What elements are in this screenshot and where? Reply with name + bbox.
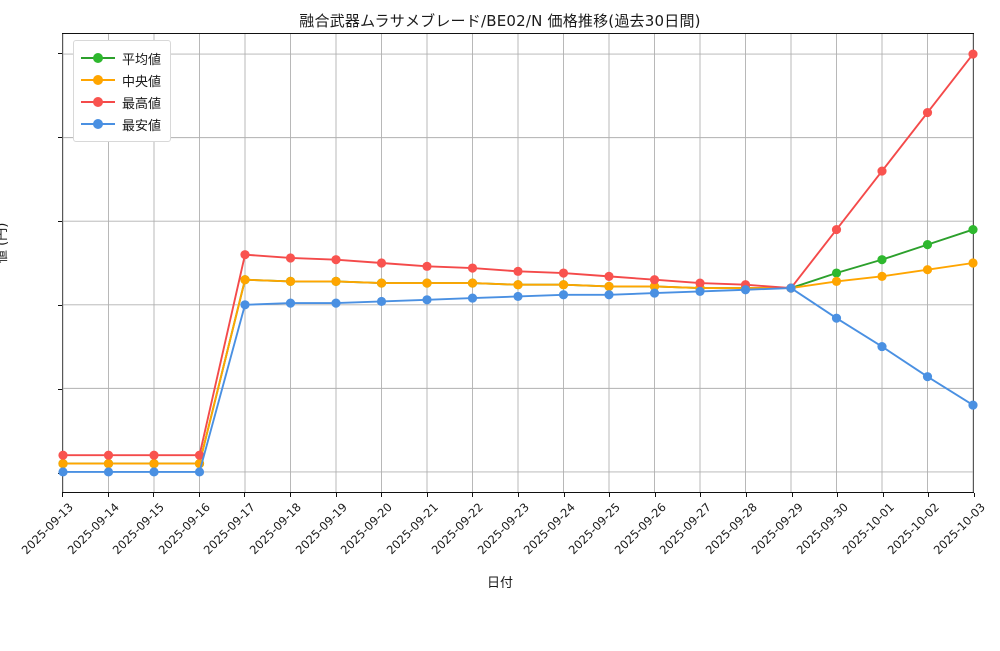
x-tick-mark	[518, 493, 520, 497]
legend-item-1[interactable]: 中央値	[81, 69, 161, 91]
x-tick-mark	[746, 493, 748, 497]
legend-item-2[interactable]: 最高値	[81, 91, 161, 113]
page-title: 融合武器ムラサメブレード/BE02/N 価格推移(過去30日間)	[299, 12, 701, 30]
legend-label: 中央値	[122, 74, 162, 90]
x-tick-mark	[107, 493, 109, 497]
legend-label: 最安値	[122, 118, 162, 134]
plot-area	[58, 33, 978, 493]
x-axis-label: 日付	[486, 576, 513, 591]
legend-label: 最高値	[122, 96, 162, 112]
chart-legend: 平均値中央値最高値最安値	[73, 40, 172, 142]
series-1	[58, 258, 978, 469]
x-tick-mark	[609, 493, 611, 497]
x-tick-mark	[837, 493, 839, 497]
x-tick-mark	[153, 493, 155, 497]
series-2	[58, 49, 978, 460]
legend-item-3[interactable]: 最安値	[81, 113, 161, 135]
x-tick-mark	[654, 493, 656, 497]
legend-label: 平均値	[122, 52, 162, 68]
y-axis-label: 値 (円)	[0, 222, 10, 263]
legend-swatch-icon	[81, 73, 115, 87]
x-tick-mark	[198, 493, 200, 497]
data-series-layer	[58, 49, 978, 477]
x-tick-mark	[426, 493, 428, 497]
legend-swatch-icon	[81, 51, 115, 65]
legend-item-0[interactable]: 平均値	[81, 47, 161, 69]
x-tick-mark	[62, 493, 64, 497]
chart-figure: 融合武器ムラサメブレード/BE02/N 価格推移(過去30日間) 値 (円) 日…	[0, 12, 988, 591]
x-tick-mark	[381, 493, 383, 497]
x-tick-mark	[244, 493, 246, 497]
x-tick-mark	[974, 493, 976, 497]
x-tick-mark	[290, 493, 292, 497]
x-tick-mark	[928, 493, 930, 497]
x-tick-mark	[472, 493, 474, 497]
series-0	[58, 224, 978, 469]
legend-swatch-icon	[81, 117, 115, 131]
x-tick-mark	[335, 493, 337, 497]
x-tick-mark	[791, 493, 793, 497]
series-3	[58, 283, 978, 477]
x-tick-mark	[563, 493, 565, 497]
x-tick-mark	[700, 493, 702, 497]
legend-swatch-icon	[81, 95, 115, 109]
x-tick-mark	[882, 493, 884, 497]
